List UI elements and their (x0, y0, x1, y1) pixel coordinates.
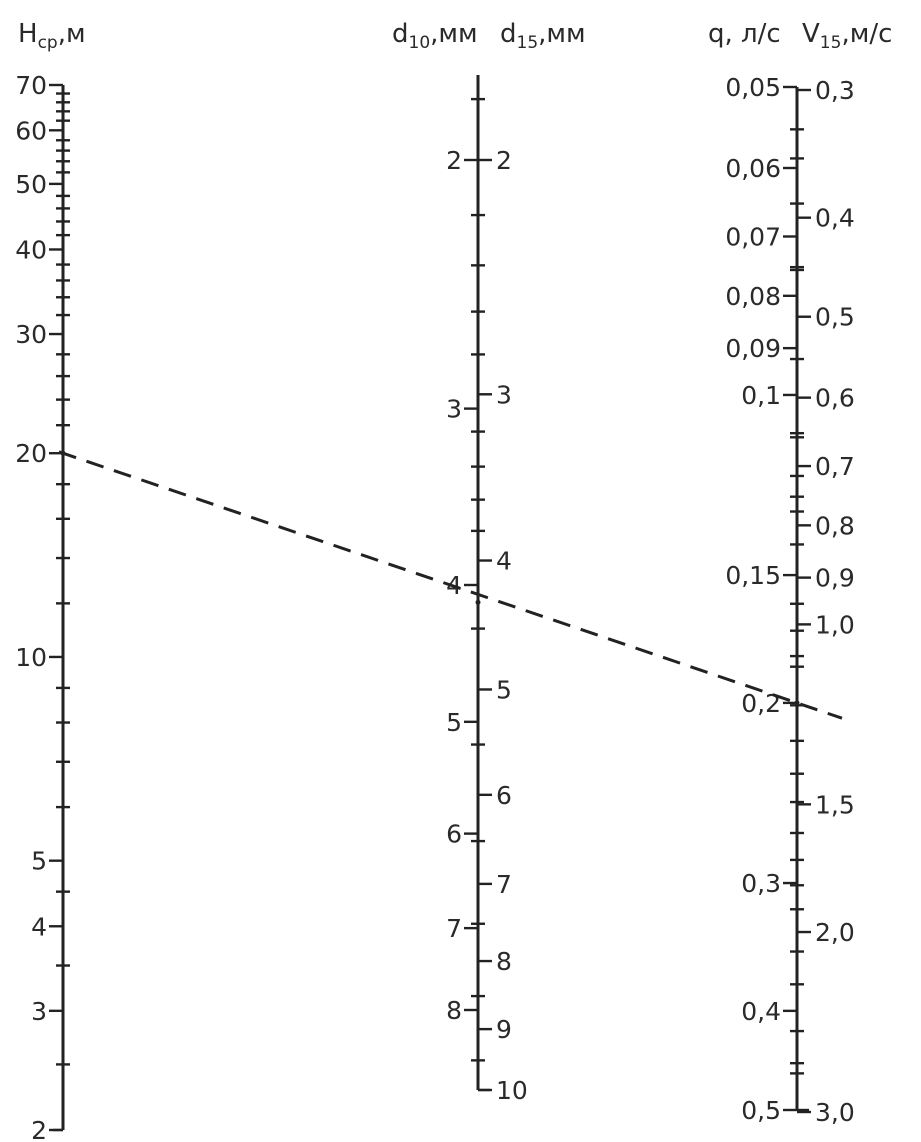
tick-label-V15: 0,3 (815, 76, 855, 105)
tick-label-H: 5 (31, 847, 47, 876)
tick-label-q: 0,3 (741, 869, 781, 898)
tick-label-H: 10 (15, 643, 47, 672)
tick-label-V15: 0,7 (815, 452, 855, 481)
tick-label-H: 4 (31, 912, 47, 941)
tick-label-q: 0,2 (741, 689, 781, 718)
tick-label-V15: 2,0 (815, 918, 855, 947)
tick-label-H: 20 (15, 439, 47, 468)
tick-label-q: 0,1 (741, 381, 781, 410)
key-line (58, 450, 843, 720)
tick-label-V15: 0,9 (815, 564, 855, 593)
tick-label-d15: 10 (496, 1076, 528, 1105)
tick-label-d10: 2 (446, 146, 462, 175)
tick-label-V15: 0,8 (815, 511, 855, 540)
tick-label-d10: 8 (446, 996, 462, 1025)
axis-title-d15: d15,мм (500, 19, 586, 53)
axis-title-H: Hср,м (18, 19, 86, 53)
tick-label-H: 3 (31, 997, 47, 1026)
tick-label-d10: 6 (446, 820, 462, 849)
tick-label-V15: 3,0 (815, 1098, 855, 1127)
tick-label-d10: 7 (446, 914, 462, 943)
tick-label-d15: 5 (496, 675, 512, 704)
tick-label-q: 0,5 (741, 1096, 781, 1125)
tick-label-q: 0,09 (725, 334, 781, 363)
axis-title-d10: d10,мм (392, 19, 478, 53)
key-point-d15 (475, 599, 481, 605)
tick-label-d15: 2 (496, 146, 512, 175)
key-line-group (58, 450, 843, 720)
tick-label-q: 0,08 (725, 282, 781, 311)
tick-label-H: 60 (15, 116, 47, 145)
axis-titles: Hср,м d10,мм d15,мм q, л/с V15,м/с (18, 19, 892, 53)
tick-label-q: 0,15 (725, 561, 781, 590)
key-point-q (794, 700, 800, 706)
tick-label-d15: 8 (496, 947, 512, 976)
key-point-H (60, 450, 66, 456)
tick-label-V15: 1,0 (815, 610, 855, 639)
tick-label-H: 2 (31, 1116, 47, 1142)
tick-label-H: 30 (15, 320, 47, 349)
tick-label-q: 0,4 (741, 997, 781, 1026)
axis-title-q: q, л/с (708, 19, 781, 49)
tick-label-V15: 0,4 (815, 204, 855, 233)
nomogram-axes: 706050403020105432234567823456789100,050… (15, 71, 855, 1142)
tick-label-d15: 3 (496, 380, 512, 409)
tick-label-V15: 0,5 (815, 303, 855, 332)
tick-label-d15: 9 (496, 1015, 512, 1044)
tick-label-q: 0,07 (725, 222, 781, 251)
tick-label-H: 50 (15, 170, 47, 199)
tick-label-d10: 5 (446, 708, 462, 737)
tick-label-d15: 7 (496, 870, 512, 899)
tick-label-V15: 0,6 (815, 384, 855, 413)
tick-label-V15: 1,5 (815, 790, 855, 819)
tick-label-q: 0,06 (725, 154, 781, 183)
axis-title-V15: V15,м/с (802, 19, 892, 53)
tick-label-q: 0,05 (725, 73, 781, 102)
tick-label-d15: 4 (496, 547, 512, 576)
tick-label-H: 70 (15, 71, 47, 100)
tick-label-d15: 6 (496, 781, 512, 810)
tick-label-H: 40 (15, 235, 47, 264)
tick-label-d10: 3 (446, 395, 462, 424)
